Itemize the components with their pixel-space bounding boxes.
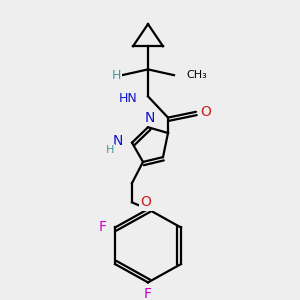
Text: O: O — [141, 195, 152, 209]
Text: N: N — [145, 111, 155, 124]
Text: HN: HN — [119, 92, 138, 105]
Text: H: H — [106, 146, 114, 155]
Text: F: F — [99, 220, 107, 235]
Text: CH₃: CH₃ — [186, 70, 207, 80]
Text: F: F — [144, 287, 152, 300]
Text: O: O — [201, 105, 212, 119]
Text: N: N — [113, 134, 123, 148]
Text: H: H — [111, 69, 121, 82]
